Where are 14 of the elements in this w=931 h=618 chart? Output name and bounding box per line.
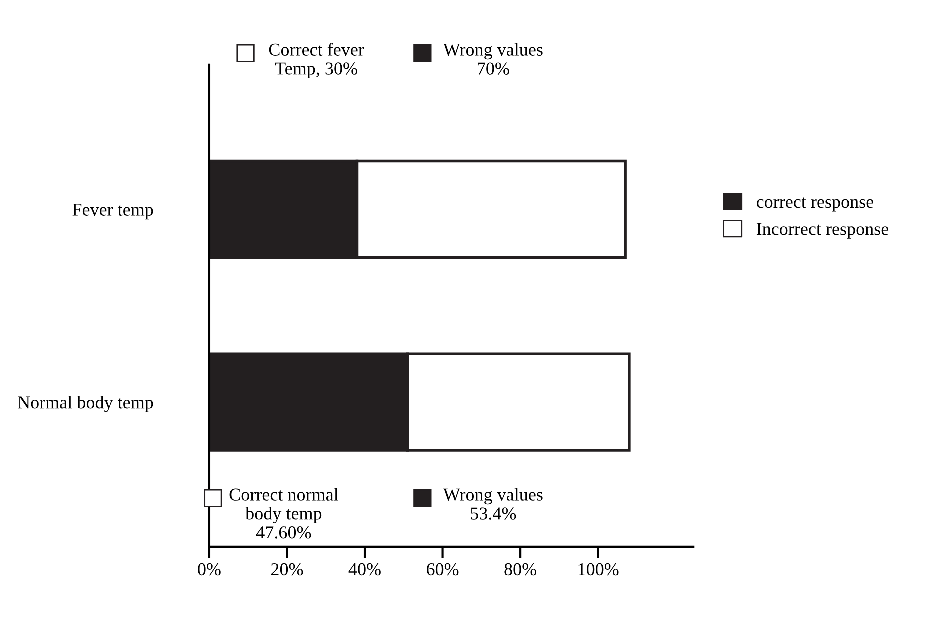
y-tick-label: Fever temp [72, 204, 154, 220]
x-tick-label: 20% [271, 563, 304, 576]
y-tick-label: Normal body temp [18, 396, 154, 412]
x-tick-label: 80% [504, 563, 536, 576]
annotation: Correct fever Temp, 30% [269, 43, 364, 79]
legend-label: Incorrect response [756, 223, 889, 239]
annotation: Wrong values 70% [443, 43, 543, 75]
x-tick-label: 40% [348, 563, 381, 576]
annotation: Wrong values 53.4% [443, 488, 543, 520]
x-tick-label: 0% [198, 563, 221, 576]
annotation: Correct normal body temp 47.60% [230, 488, 338, 539]
legend-label: correct response [757, 198, 874, 212]
x-tick-label: 100% [578, 563, 619, 576]
x-tick-label: 60% [427, 563, 459, 576]
